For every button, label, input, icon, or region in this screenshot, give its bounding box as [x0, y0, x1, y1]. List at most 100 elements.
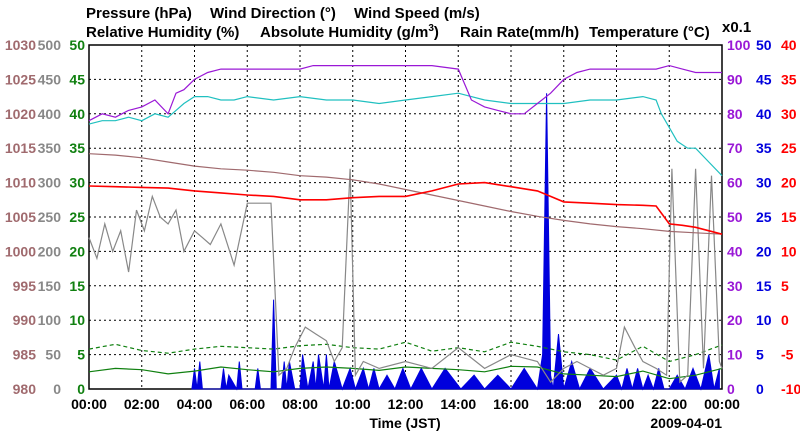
- tick-temperature-8: 0: [781, 312, 789, 328]
- tick-x-5: 10:00: [335, 396, 371, 412]
- tick-rain-0: 50: [756, 37, 772, 53]
- tick-pressure-8: 990: [13, 312, 37, 328]
- series-temperature-c: [88, 181, 723, 235]
- tick-wind-dir-9: 50: [45, 347, 61, 363]
- series-rain-rate-mm-h: [191, 93, 720, 391]
- tick-temperature-4: 20: [781, 175, 797, 191]
- legend-rain-rate: Rain Rate(mm/h): [460, 24, 579, 41]
- tick-humidity-5: 50: [727, 209, 743, 225]
- legend-pressure: Pressure (hPa): [86, 5, 192, 22]
- tick-x-2: 04:00: [177, 396, 213, 412]
- axes-layer: 1030102510201015101010051000995990985980…: [5, 37, 800, 412]
- tick-x-1: 02:00: [124, 396, 160, 412]
- tick-wind-speed-8: 10: [69, 312, 85, 328]
- tick-rain-9: 5: [756, 347, 764, 363]
- tick-wind-speed-0: 50: [69, 37, 85, 53]
- tick-temperature-6: 10: [781, 243, 797, 259]
- series-pressure-hpa: [88, 153, 723, 235]
- tick-temperature-3: 25: [781, 140, 797, 156]
- tick-x-12: 00:00: [704, 396, 740, 412]
- tick-rain-5: 25: [756, 209, 772, 225]
- tick-humidity-2: 80: [727, 106, 743, 122]
- tick-wind-dir-6: 200: [38, 243, 62, 259]
- tick-pressure-0: 1030: [5, 37, 36, 53]
- tick-x-10: 20:00: [599, 396, 635, 412]
- tick-humidity-6: 40: [727, 243, 743, 259]
- tick-pressure-7: 995: [13, 278, 37, 294]
- tick-temperature-7: 5: [781, 278, 789, 294]
- tick-x-6: 12:00: [388, 396, 424, 412]
- series-wind-speed-max-m-s: [88, 341, 723, 363]
- tick-pressure-9: 985: [13, 347, 37, 363]
- date-label: 2009-04-01: [650, 415, 722, 431]
- tick-wind-speed-3: 35: [69, 140, 85, 156]
- tick-x-4: 08:00: [282, 396, 318, 412]
- legend-absolute-humidity-sup: 3: [428, 23, 434, 34]
- legend-temperature: Temperature (°C): [589, 24, 710, 41]
- tick-pressure-1: 1025: [5, 71, 36, 87]
- tick-rain-6: 20: [756, 243, 772, 259]
- tick-temperature-10: -10: [781, 381, 800, 397]
- tick-pressure-2: 1020: [5, 106, 36, 122]
- legend-wind-direction: Wind Direction (°): [210, 5, 336, 22]
- tick-wind-speed-2: 40: [69, 106, 85, 122]
- legend-absolute-humidity: Absolute Humidity (g/m3): [260, 23, 439, 41]
- tick-wind-dir-0: 500: [38, 37, 62, 53]
- tick-rain-1: 45: [756, 71, 772, 87]
- series-wind-direction: [88, 168, 723, 384]
- tick-pressure-10: 980: [13, 381, 37, 397]
- tick-x-11: 22:00: [651, 396, 687, 412]
- tick-wind-speed-9: 5: [77, 347, 85, 363]
- tick-rain-7: 15: [756, 278, 772, 294]
- tick-humidity-1: 90: [727, 71, 743, 87]
- legend-relative-humidity: Relative Humidity (%): [86, 24, 239, 41]
- tick-temperature-5: 15: [781, 209, 797, 225]
- tick-rain-2: 40: [756, 106, 772, 122]
- tick-wind-dir-8: 100: [38, 312, 62, 328]
- grid: [89, 45, 722, 389]
- x-axis-label: Time (JST): [369, 415, 440, 431]
- tick-x-8: 16:00: [493, 396, 529, 412]
- tick-wind-dir-1: 450: [38, 71, 62, 87]
- tick-wind-speed-6: 20: [69, 243, 85, 259]
- tick-pressure-5: 1005: [5, 209, 36, 225]
- tick-rain-8: 10: [756, 312, 772, 328]
- tick-humidity-7: 30: [727, 278, 743, 294]
- tick-temperature-1: 35: [781, 71, 797, 87]
- tick-humidity-3: 70: [727, 140, 743, 156]
- legend-x01-note: x0.1: [722, 19, 751, 36]
- tick-pressure-4: 1010: [5, 175, 36, 191]
- tick-wind-speed-1: 45: [69, 71, 85, 87]
- tick-rain-3: 35: [756, 140, 772, 156]
- tick-temperature-2: 30: [781, 106, 797, 122]
- tick-rain-10: 0: [756, 381, 764, 397]
- tick-wind-dir-10: 0: [53, 381, 61, 397]
- legend-wind-speed: Wind Speed (m/s): [354, 5, 480, 22]
- tick-temperature-0: 40: [781, 37, 797, 53]
- tick-wind-speed-7: 15: [69, 278, 85, 294]
- series-wind-speed-m-s: [88, 365, 723, 380]
- tick-wind-dir-4: 300: [38, 175, 62, 191]
- series-absolute-humidity-g-m3: [88, 92, 723, 177]
- tick-x-9: 18:00: [546, 396, 582, 412]
- legend-absolute-humidity-main: Absolute Humidity (g/m: [260, 24, 428, 41]
- tick-wind-speed-10: 0: [77, 381, 85, 397]
- tick-humidity-0: 100: [727, 37, 751, 53]
- tick-humidity-4: 60: [727, 175, 743, 191]
- tick-humidity-10: 0: [727, 381, 735, 397]
- tick-wind-dir-7: 150: [38, 278, 62, 294]
- tick-pressure-6: 1000: [5, 243, 36, 259]
- series-layer: [88, 64, 723, 391]
- tick-temperature-9: -5: [781, 347, 794, 363]
- tick-wind-speed-5: 25: [69, 209, 85, 225]
- series-relative-humidity: [88, 64, 722, 122]
- tick-wind-dir-3: 350: [38, 140, 62, 156]
- tick-humidity-8: 20: [727, 312, 743, 328]
- tick-pressure-3: 1015: [5, 140, 36, 156]
- tick-x-7: 14:00: [440, 396, 476, 412]
- tick-humidity-9: 10: [727, 347, 743, 363]
- tick-rain-4: 30: [756, 175, 772, 191]
- tick-x-0: 00:00: [71, 396, 107, 412]
- tick-wind-speed-4: 30: [69, 175, 85, 191]
